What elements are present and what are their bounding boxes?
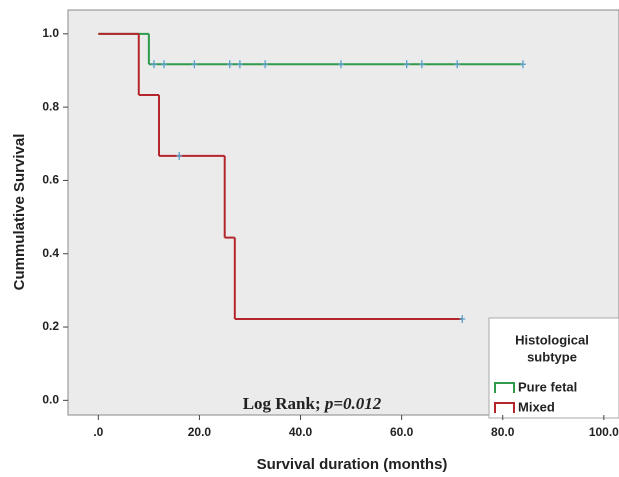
censor-mark: [519, 60, 526, 69]
x-tick-label: .0: [93, 425, 103, 439]
censor-mark: [454, 60, 461, 69]
x-tick-label: 40.0: [289, 425, 313, 439]
annotation: Log Rank; p=0.012: [243, 394, 382, 413]
censor-mark: [262, 60, 269, 69]
x-tick-label: 20.0: [188, 425, 212, 439]
legend-title: subtype: [527, 349, 577, 364]
legend-label: Pure fetal: [518, 379, 577, 394]
legend-swatch: [494, 402, 515, 413]
y-tick-label: 0.4: [42, 246, 59, 260]
y-tick-label: 0.2: [42, 319, 59, 333]
legend: Histological subtype Pure fetal Mixed: [488, 317, 619, 419]
legend-box: [488, 317, 619, 419]
censor-mark: [236, 60, 243, 69]
y-tick-label: 1.0: [42, 26, 59, 40]
censor-mark: [226, 60, 233, 69]
y-axis-title: Cummulative Survival: [11, 134, 28, 291]
annotation-p: p=0.012: [323, 394, 382, 413]
censor-mark: [403, 60, 410, 69]
censor-mark: [161, 60, 168, 69]
y-tick-label: 0.6: [42, 173, 59, 187]
censor-mark: [418, 60, 425, 69]
legend-title: Histological: [515, 332, 589, 347]
x-tick-label: 60.0: [390, 425, 414, 439]
censor-mark: [337, 60, 344, 69]
y-tick-label: 0.0: [42, 393, 59, 407]
x-tick-label: 100.0: [589, 425, 619, 439]
x-tick-label: 80.0: [491, 425, 515, 439]
censor-mark: [191, 60, 198, 69]
x-axis-title: Survival duration (months): [257, 456, 448, 473]
y-tick-label: 0.8: [42, 99, 59, 113]
legend-label: Mixed: [518, 399, 555, 414]
censor-mark: [150, 60, 157, 69]
annotation-text: Log Rank;: [243, 394, 325, 413]
censor-mark: [459, 314, 466, 323]
legend-swatch: [494, 382, 515, 393]
censor-mark: [176, 151, 183, 160]
